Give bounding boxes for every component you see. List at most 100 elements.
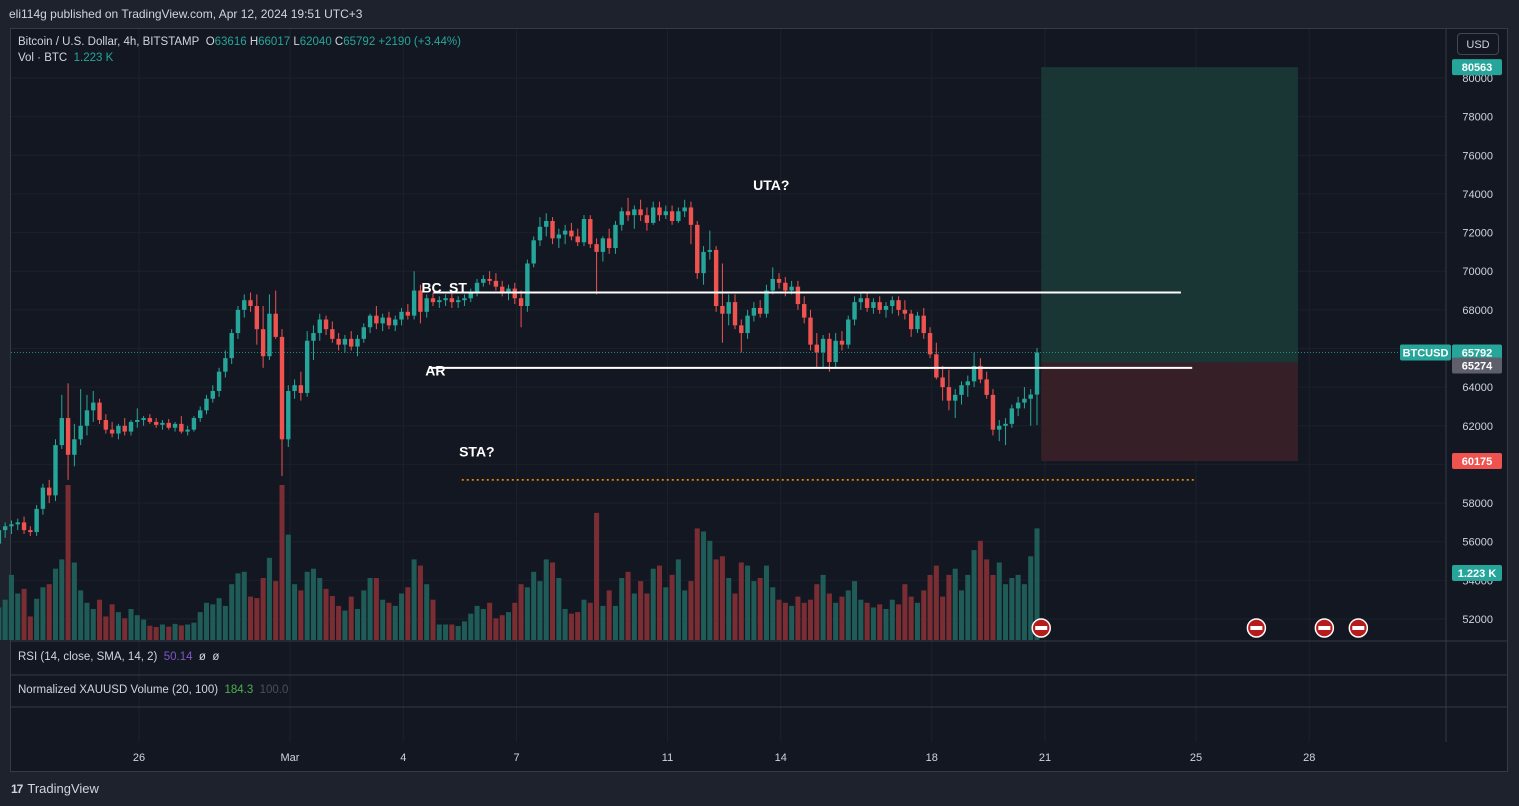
volume-bar bbox=[977, 540, 983, 640]
volume-bar bbox=[216, 598, 222, 640]
candle-body bbox=[1022, 398, 1027, 403]
volume-bar bbox=[531, 571, 537, 640]
volume-bar bbox=[71, 562, 77, 640]
price-tick-label: 72000 bbox=[1462, 228, 1493, 240]
volume-bar bbox=[147, 625, 153, 640]
candle-body bbox=[380, 317, 385, 324]
candle-body bbox=[386, 317, 392, 326]
low-value: 62040 bbox=[299, 36, 332, 48]
candle-body bbox=[537, 226, 543, 241]
volume-bar bbox=[65, 485, 71, 640]
volume-bar bbox=[795, 596, 801, 640]
currency-button[interactable]: USD bbox=[1457, 33, 1499, 55]
us-event-icon bbox=[1250, 626, 1263, 630]
volume-bar bbox=[40, 587, 46, 640]
volume-bar bbox=[0, 607, 2, 640]
nvol-value: 184.3 bbox=[224, 684, 254, 696]
volume-bar bbox=[103, 616, 109, 640]
candle-body bbox=[588, 219, 593, 245]
candle-body bbox=[544, 220, 549, 227]
rsi-label[interactable]: RSI (14, close, SMA, 14, 2) bbox=[18, 651, 158, 663]
time-tick-label: 28 bbox=[1303, 752, 1315, 764]
candle-body bbox=[40, 487, 46, 509]
symbol-title[interactable]: Bitcoin / U.S. Dollar, 4h, BITSTAMP bbox=[18, 36, 200, 48]
candle-body bbox=[53, 445, 58, 496]
volume-label[interactable]: Vol · BTC bbox=[18, 52, 68, 64]
volume-bar bbox=[940, 596, 946, 640]
candle-body bbox=[556, 234, 562, 239]
open-label: O bbox=[205, 36, 215, 48]
candle-body bbox=[902, 309, 908, 314]
candle-body bbox=[474, 282, 480, 293]
candle-body bbox=[153, 421, 159, 425]
price-tick-label: 68000 bbox=[1462, 305, 1493, 317]
candle-body bbox=[411, 290, 417, 316]
candle-body bbox=[72, 439, 77, 455]
volume-bar bbox=[279, 485, 285, 640]
candle-body bbox=[361, 327, 366, 339]
volume-bar bbox=[732, 593, 738, 640]
candle-body bbox=[91, 402, 96, 411]
volume-bar bbox=[1003, 584, 1009, 640]
candle-body bbox=[663, 211, 668, 216]
candle-body bbox=[147, 418, 153, 422]
candle-body bbox=[28, 530, 33, 533]
candle-body bbox=[820, 338, 826, 353]
price-tick-label: 70000 bbox=[1462, 266, 1493, 278]
volume-bar bbox=[694, 528, 700, 640]
time-tick-label: 26 bbox=[133, 752, 145, 764]
volume-bar bbox=[707, 540, 713, 640]
volume-bar bbox=[266, 557, 272, 640]
volume-bar bbox=[8, 574, 14, 640]
rsi-extra-2: ø bbox=[212, 651, 220, 663]
candle-body bbox=[216, 371, 222, 392]
candle-body bbox=[1034, 352, 1040, 395]
candle-body bbox=[770, 278, 775, 291]
volume-bar bbox=[833, 602, 839, 640]
candle-body bbox=[65, 418, 71, 455]
candle-body bbox=[0, 530, 2, 544]
volume-bar bbox=[430, 599, 436, 640]
candle-body bbox=[135, 419, 140, 422]
volume-bar bbox=[738, 562, 744, 640]
volume-bar bbox=[933, 565, 939, 640]
symbol-tag: BTCUSD bbox=[1403, 348, 1449, 360]
volume-bar bbox=[443, 624, 449, 640]
candle-body bbox=[424, 298, 429, 312]
candle-body bbox=[437, 300, 442, 303]
last-price-label-box bbox=[1452, 344, 1502, 361]
volume-bar bbox=[820, 574, 826, 640]
volume-bar bbox=[210, 604, 216, 640]
tradingview-brand[interactable]: 17 TradingView bbox=[11, 781, 99, 796]
volume-bar bbox=[499, 615, 505, 640]
volume-bar bbox=[688, 581, 694, 640]
volume-bar bbox=[185, 624, 191, 640]
candle-body bbox=[374, 315, 379, 324]
volume-bar bbox=[317, 578, 323, 640]
stop-zone bbox=[1041, 362, 1298, 462]
candle-body bbox=[908, 313, 914, 330]
candle-body bbox=[959, 385, 964, 395]
candle-body bbox=[632, 209, 637, 216]
volume-bar bbox=[656, 565, 663, 640]
volume-bar bbox=[1034, 528, 1040, 640]
candle-body bbox=[1028, 394, 1033, 399]
volume-bar bbox=[946, 574, 952, 640]
candle-body bbox=[493, 280, 499, 287]
candle-body bbox=[235, 309, 241, 334]
open-value: 63616 bbox=[214, 36, 247, 48]
candle-body bbox=[21, 522, 27, 531]
candle-body bbox=[783, 282, 788, 291]
candle-body bbox=[883, 305, 889, 310]
time-tick-label: Mar bbox=[281, 752, 300, 764]
target-price-label: 80563 bbox=[1462, 62, 1493, 74]
nvol-label[interactable]: Normalized XAUUSD Volume (20, 100) bbox=[18, 684, 219, 696]
volume-bar bbox=[807, 599, 814, 640]
volume-bar bbox=[512, 602, 518, 640]
volume-bar bbox=[631, 593, 637, 640]
volume-bar bbox=[34, 598, 40, 640]
volume-bar bbox=[342, 610, 348, 640]
publisher-line: eli114g published on TradingView.com, Ap… bbox=[9, 7, 363, 21]
time-tick-label: 21 bbox=[1039, 752, 1051, 764]
